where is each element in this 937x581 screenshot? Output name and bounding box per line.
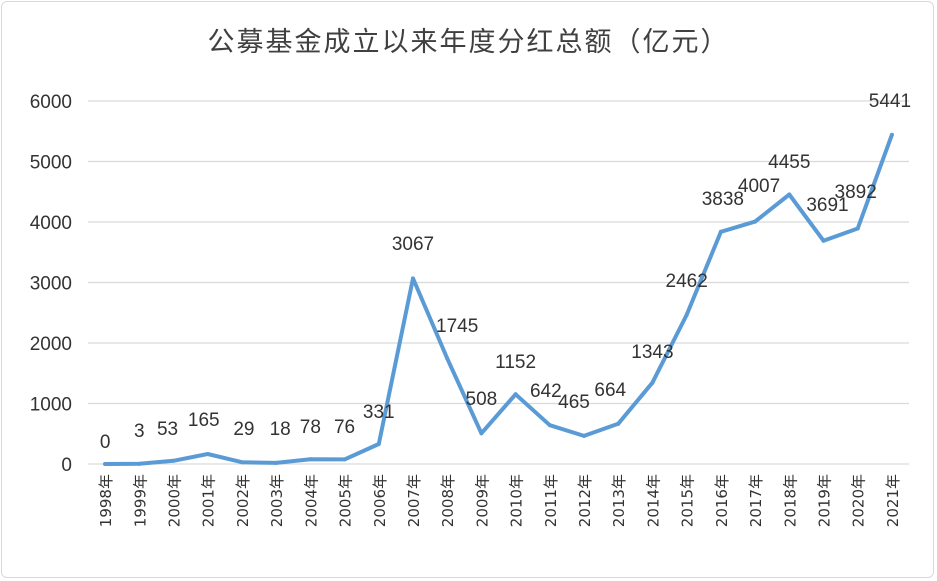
x-tick-label-2016年: 2016年	[713, 474, 731, 527]
y-tick-label-2000: 2000	[30, 334, 72, 355]
data-label-2016年: 3838	[702, 189, 744, 210]
data-label-2004年: 78	[300, 417, 321, 438]
data-label-2013年: 664	[594, 380, 626, 401]
x-tick-label-2010年: 2010年	[508, 474, 526, 527]
x-tick-label-2005年: 2005年	[337, 474, 355, 527]
data-point-2012年	[582, 433, 587, 438]
data-label-2003年: 18	[270, 419, 291, 440]
data-label-1999年: 3	[134, 421, 145, 442]
data-point-2003年	[274, 460, 279, 465]
x-tick-label-2007年: 2007年	[405, 474, 423, 527]
y-tick-label-6000: 6000	[30, 92, 72, 113]
data-label-2011年: 642	[530, 381, 562, 402]
data-point-2014年	[650, 380, 655, 385]
data-point-2009年	[479, 431, 484, 436]
y-axis-tick-labels: 0 1000 2000 3000 4000 5000 6000	[30, 92, 72, 476]
y-tick-label-4000: 4000	[30, 213, 72, 234]
data-label-2000年: 53	[157, 419, 178, 440]
data-label-2005年: 76	[334, 417, 355, 438]
y-tick-label-5000: 5000	[30, 153, 72, 174]
x-tick-label-2017年: 2017年	[747, 474, 765, 527]
x-tick-label-2019年: 2019年	[815, 474, 833, 527]
data-label-2001年: 165	[188, 410, 220, 431]
data-point-2011年	[547, 423, 552, 428]
x-tick-label-2004年: 2004年	[302, 474, 320, 527]
data-point-2006年	[376, 441, 381, 446]
x-tick-label-2018年: 2018年	[781, 474, 799, 527]
x-tick-label-2020年: 2020年	[850, 474, 868, 527]
y-tick-label-3000: 3000	[30, 274, 72, 295]
data-point-2020年	[855, 226, 860, 231]
grid-lines	[88, 100, 909, 465]
data-point-2007年	[410, 276, 415, 281]
x-tick-label-2012年: 2012年	[576, 474, 594, 527]
data-label-1998年: 0	[100, 432, 111, 453]
x-axis-tick-labels: 1998年 1999年 2000年 2001年 2002年 2003年 2004年 2005年…	[97, 474, 902, 527]
data-point-2018年	[787, 192, 792, 197]
data-point-2010年	[513, 392, 518, 397]
data-label-2019年: 3691	[806, 195, 848, 216]
data-point-2004年	[308, 457, 313, 462]
data-labels: 0 3 53 165 29 18 78 76 331 3067 1745 508 1152 6424656…	[100, 91, 911, 453]
data-point-2015年	[684, 313, 689, 318]
data-label-2018年: 4455	[768, 152, 810, 173]
x-tick-label-1999年: 1999年	[131, 474, 149, 527]
data-point-2021年	[889, 132, 894, 137]
y-tick-label-1000: 1000	[30, 395, 72, 416]
data-point-2017年	[753, 219, 758, 224]
data-label-2020年: 3892	[835, 182, 877, 203]
data-point-1999年	[137, 461, 142, 466]
data-label-2007年: 3067	[392, 234, 434, 255]
data-label-2008年: 1745	[436, 316, 478, 337]
series-line	[103, 132, 894, 466]
x-tick-label-2015年: 2015年	[679, 474, 697, 527]
x-tick-label-2000年: 2000年	[166, 474, 184, 527]
x-tick-label-2021年: 2021年	[884, 474, 902, 527]
data-label-2012年: 465	[558, 392, 590, 413]
data-label-2010年: 1152	[495, 352, 536, 373]
x-tick-label-2002年: 2002年	[234, 474, 252, 527]
data-label-2015年: 2462	[666, 271, 708, 292]
y-tick-label-0: 0	[61, 455, 72, 476]
data-label-2009年: 508	[466, 389, 498, 410]
x-tick-label-2014年: 2014年	[644, 474, 662, 527]
data-label-2017年: 4007	[738, 176, 780, 197]
data-label-2006年: 331	[363, 402, 395, 423]
x-tick-label-2013年: 2013年	[610, 474, 628, 527]
data-point-2016年	[718, 229, 723, 234]
data-point-2013年	[616, 421, 621, 426]
series-group	[103, 132, 894, 466]
x-tick-label-2008年: 2008年	[439, 474, 457, 527]
data-label-2014年: 1343	[631, 342, 673, 363]
x-tick-label-2006年: 2006年	[371, 474, 389, 527]
data-point-2019年	[821, 238, 826, 243]
data-point-2000年	[171, 458, 176, 463]
x-tick-label-2011年: 2011年	[542, 474, 560, 527]
x-tick-label-2001年: 2001年	[200, 474, 218, 527]
x-tick-label-1998年: 1998年	[97, 474, 115, 527]
x-tick-label-2009年: 2009年	[473, 474, 491, 527]
data-label-2021年: 5441	[869, 91, 911, 112]
data-point-2002年	[239, 460, 244, 465]
data-point-1998年	[103, 462, 108, 466]
data-point-2001年	[205, 452, 210, 457]
data-label-2002年: 29	[233, 419, 254, 440]
x-tick-label-2003年: 2003年	[268, 474, 286, 527]
data-point-2005年	[342, 457, 347, 462]
chart-title: 公募基金成立以来年度分红总额（亿元）	[207, 27, 730, 58]
data-point-2008年	[445, 356, 450, 361]
